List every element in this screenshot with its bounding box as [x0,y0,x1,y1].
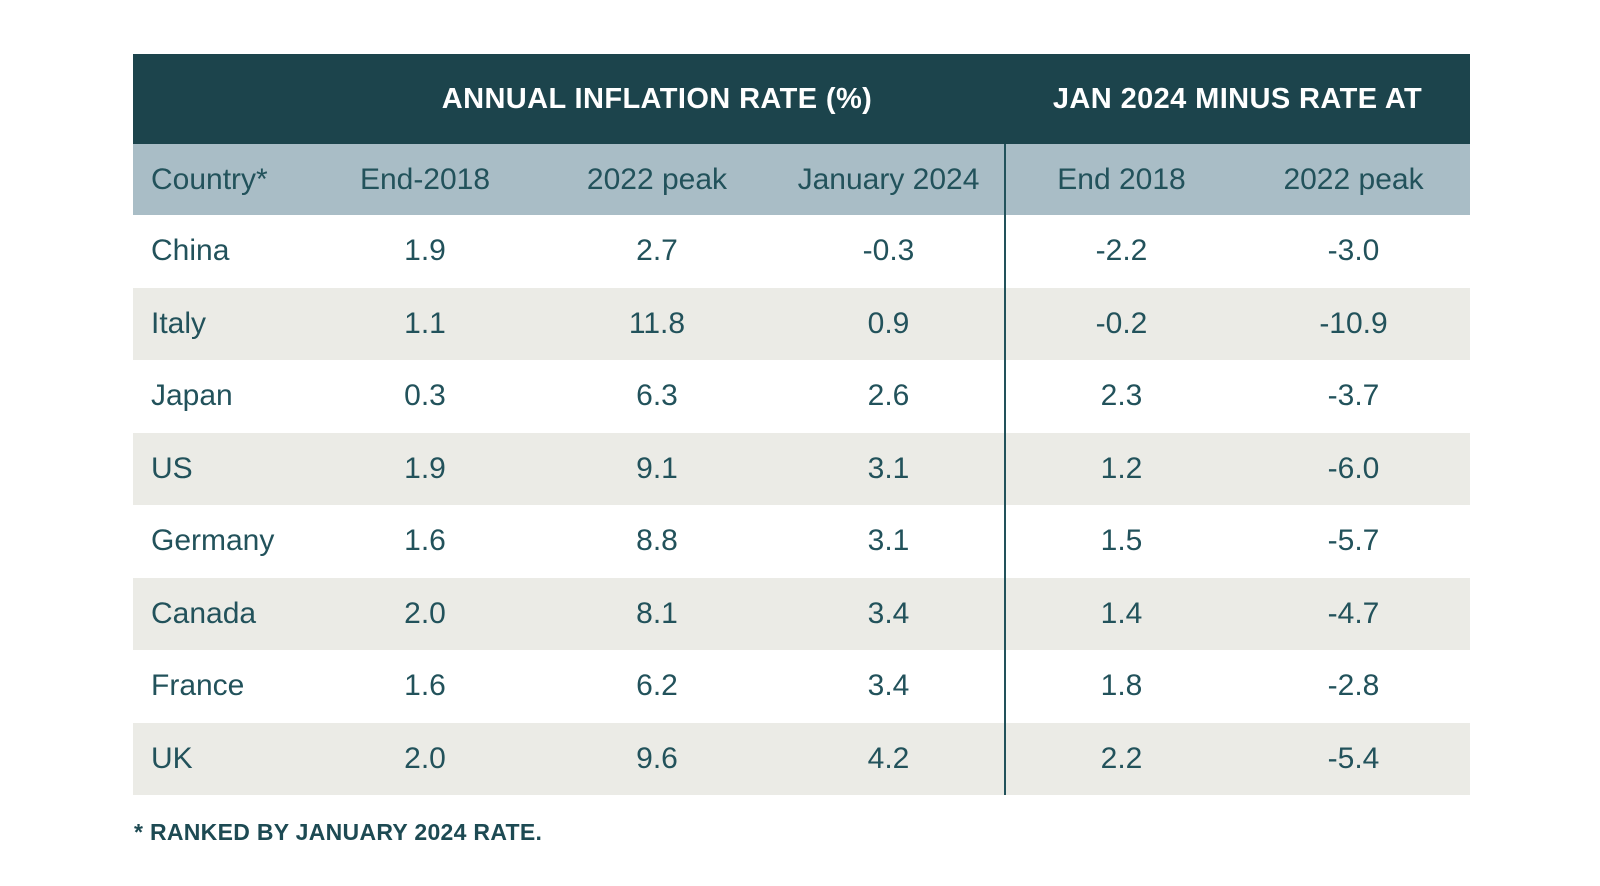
table-row-japan: Japan 0.3 6.3 2.6 2.3 -3.7 [133,360,1470,433]
value-cell: -6.0 [1237,432,1471,505]
value-cell: 2.7 [636,234,678,268]
value-cell: 0.9 [773,287,1006,360]
value-cell: 0.3 [404,379,446,413]
value-cell: 1.9 [404,234,446,268]
group-header-annual-inflation: ANNUAL INFLATION RATE (%) [309,54,1006,144]
country-cell: Germany [151,524,275,558]
value-cell: 1.8 [1004,650,1238,723]
value-cell: 2.0 [309,722,541,795]
country-cell: Japan [151,379,233,413]
value-cell: 11.8 [541,287,773,360]
table-row-germany: Germany 1.6 8.8 3.1 1.5 -5.7 [133,505,1470,578]
value-cell: -5.4 [1237,722,1471,795]
value-cell: 2.3 [1004,360,1238,433]
country-cell: Canada [133,577,309,650]
value-cell: 9.6 [541,722,773,795]
table-row-france: France 1.6 6.2 3.4 1.8 -2.8 [133,650,1470,723]
value-cell: -5.7 [1327,524,1380,558]
value-cell: 1.9 [309,432,541,505]
value-cell: 3.1 [867,524,910,558]
country-cell: China [151,234,230,268]
value-cell: 8.8 [636,524,678,558]
value-cell: 3.4 [867,669,910,703]
column-header-end-2018: End-2018 [309,144,541,215]
table-header: ANNUAL INFLATION RATE (%) JAN 2024 MINUS… [133,54,1471,215]
table-row-italy: Italy 1.1 11.8 0.9 -0.2 -10.9 [133,287,1471,360]
column-header-country: Country* [133,144,309,215]
value-cell: 4.2 [773,722,1006,795]
value-cell: 6.2 [636,669,678,703]
table-row-canada: Canada 2.0 8.1 3.4 1.4 -4.7 [133,577,1471,650]
value-cell: 8.1 [541,577,773,650]
inflation-table-figure: ANNUAL INFLATION RATE (%) JAN 2024 MINUS… [133,54,1471,846]
table-row-us: US 1.9 9.1 3.1 1.2 -6.0 [133,432,1471,505]
group-header-jan-2024-minus: JAN 2024 MINUS RATE AT [1005,54,1471,144]
group-header-spacer [133,54,309,144]
value-cell: 1.6 [404,669,446,703]
value-cell: 3.1 [773,432,1006,505]
value-cell: 1.1 [309,287,541,360]
value-cell: 1.2 [1004,432,1238,505]
value-cell: 9.1 [541,432,773,505]
value-cell: -10.9 [1237,287,1471,360]
column-header-diff-2022-peak: 2022 peak [1237,144,1471,215]
column-header-row: Country* End-2018 2022 peak January 2024… [133,144,1471,215]
inflation-table: ANNUAL INFLATION RATE (%) JAN 2024 MINUS… [133,54,1471,795]
column-header-january-2024: January 2024 [773,144,1006,215]
value-cell: 2.6 [867,379,910,413]
country-cell: US [133,432,309,505]
value-cell: 2.0 [309,577,541,650]
table-row-china: China 1.9 2.7 -0.3 -2.2 -3.0 [133,215,1470,288]
footnote: * RANKED BY JANUARY 2024 RATE. [134,819,543,845]
value-cell: 1.5 [1004,505,1238,578]
country-cell: Italy [133,287,309,360]
value-cell: 3.4 [773,577,1006,650]
value-cell: 1.6 [404,524,446,558]
value-cell: -0.3 [862,234,915,268]
value-cell: 6.3 [636,379,678,413]
value-cell: -0.2 [1004,287,1238,360]
value-cell: -4.7 [1237,577,1471,650]
value-cell: -3.0 [1327,234,1380,268]
table-body: China 1.9 2.7 -0.3 -2.2 -3.0 Italy 1.1 1… [133,215,1471,795]
value-cell: -2.8 [1327,669,1380,703]
column-header-diff-end-2018: End 2018 [1004,144,1238,215]
value-cell: 2.2 [1004,722,1238,795]
table-row-uk: UK 2.0 9.6 4.2 2.2 -5.4 [133,722,1471,795]
value-cell: 1.4 [1004,577,1238,650]
value-cell: -2.2 [1004,215,1238,288]
country-cell: UK [133,722,309,795]
value-cell: -3.7 [1327,379,1380,413]
country-cell: France [151,669,245,703]
group-header-row: ANNUAL INFLATION RATE (%) JAN 2024 MINUS… [133,54,1471,144]
column-header-2022-peak: 2022 peak [541,144,773,215]
